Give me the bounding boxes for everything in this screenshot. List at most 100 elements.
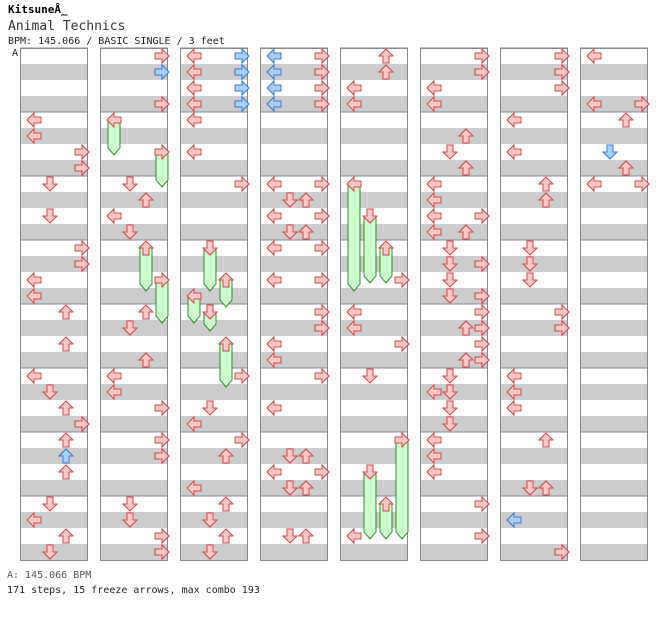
left-arrow-icon: [506, 111, 522, 129]
right-arrow-icon: [554, 543, 570, 561]
down-arrow-icon: [201, 304, 219, 320]
measure-stripe: [180, 96, 248, 112]
measure-stripe: [500, 384, 568, 400]
right-arrow-icon: [234, 367, 250, 385]
freeze-arrow: [395, 439, 409, 540]
measure-stripe: [420, 224, 488, 240]
up-arrow-icon: [297, 480, 315, 496]
down-arrow-icon: [441, 240, 459, 256]
left-arrow-icon: [266, 463, 282, 481]
artist-name: KitsuneÂ_: [8, 3, 68, 16]
down-arrow-icon: [121, 496, 139, 512]
measure-stripe: [500, 192, 568, 208]
right-arrow-icon: [554, 63, 570, 81]
measure-stripe: [20, 416, 88, 432]
left-arrow-icon: [26, 367, 42, 385]
up-arrow-icon: [217, 528, 235, 544]
right-arrow-icon: [154, 143, 170, 161]
up-arrow-icon: [217, 448, 235, 464]
up-arrow-icon: [57, 448, 75, 464]
measure-stripe: [580, 128, 648, 144]
down-arrow-icon: [201, 240, 219, 256]
right-arrow-icon: [154, 95, 170, 113]
left-arrow-icon: [426, 383, 442, 401]
up-arrow-icon: [297, 224, 315, 240]
right-arrow-icon: [74, 159, 90, 177]
left-arrow-icon: [186, 47, 202, 65]
right-arrow-icon: [554, 47, 570, 65]
measure-stripe: [500, 448, 568, 464]
up-arrow-icon: [457, 352, 475, 368]
down-arrow-icon: [361, 208, 379, 224]
up-arrow-icon: [297, 528, 315, 544]
left-arrow-icon: [586, 175, 602, 193]
down-arrow-icon: [121, 176, 139, 192]
measure-stripe: [500, 416, 568, 432]
down-arrow-icon: [361, 368, 379, 384]
down-arrow-icon: [441, 368, 459, 384]
left-arrow-icon: [186, 95, 202, 113]
measure-stripe: [420, 352, 488, 368]
left-arrow-icon: [106, 207, 122, 225]
down-arrow-icon: [441, 384, 459, 400]
measure-stripe: [260, 512, 328, 528]
right-arrow-icon: [154, 63, 170, 81]
right-arrow-icon: [234, 63, 250, 81]
measure-stripe: [20, 224, 88, 240]
left-arrow-icon: [106, 111, 122, 129]
right-arrow-icon: [234, 47, 250, 65]
down-arrow-icon: [281, 480, 299, 496]
up-arrow-icon: [57, 400, 75, 416]
measure-stripe: [100, 160, 168, 176]
bpm-marker: A: [12, 48, 19, 59]
down-arrow-icon: [41, 208, 59, 224]
left-arrow-icon: [266, 79, 282, 97]
left-arrow-icon: [186, 79, 202, 97]
measure-stripe: [580, 256, 648, 272]
right-arrow-icon: [154, 47, 170, 65]
left-arrow-icon: [426, 79, 442, 97]
right-arrow-icon: [234, 431, 250, 449]
right-arrow-icon: [474, 335, 490, 353]
measure-stripe: [180, 384, 248, 400]
right-arrow-icon: [474, 63, 490, 81]
measure-stripe: [260, 64, 328, 80]
left-arrow-icon: [186, 111, 202, 129]
right-arrow-icon: [474, 47, 490, 65]
down-arrow-icon: [521, 272, 539, 288]
step-chart: [20, 47, 650, 561]
up-arrow-icon: [137, 192, 155, 208]
measure-stripe: [420, 96, 488, 112]
right-arrow-icon: [474, 527, 490, 545]
right-arrow-icon: [314, 367, 330, 385]
measure-stripe: [500, 224, 568, 240]
measure-stripe: [580, 352, 648, 368]
up-arrow-icon: [217, 272, 235, 288]
measure-stripe: [20, 480, 88, 496]
measure-stripe: [100, 352, 168, 368]
right-arrow-icon: [474, 207, 490, 225]
right-arrow-icon: [314, 47, 330, 65]
measure-stripe: [580, 288, 648, 304]
measure-stripe: [100, 384, 168, 400]
measure-stripe: [260, 160, 328, 176]
left-arrow-icon: [426, 207, 442, 225]
up-arrow-icon: [217, 336, 235, 352]
step-stats: 171 steps, 15 freeze arrows, max combo 1…: [7, 585, 260, 596]
measure-stripe: [180, 224, 248, 240]
up-arrow-icon: [297, 192, 315, 208]
up-arrow-icon: [377, 496, 395, 512]
up-arrow-icon: [457, 160, 475, 176]
measure-stripe: [500, 512, 568, 528]
measure-stripe: [580, 384, 648, 400]
measure-stripe: [260, 256, 328, 272]
down-arrow-icon: [441, 256, 459, 272]
measure-stripe: [340, 320, 408, 336]
left-arrow-icon: [426, 447, 442, 465]
up-arrow-icon: [377, 64, 395, 80]
right-arrow-icon: [74, 255, 90, 273]
up-arrow-icon: [377, 240, 395, 256]
measure-stripe: [260, 320, 328, 336]
right-arrow-icon: [554, 319, 570, 337]
measure-stripe: [260, 96, 328, 112]
